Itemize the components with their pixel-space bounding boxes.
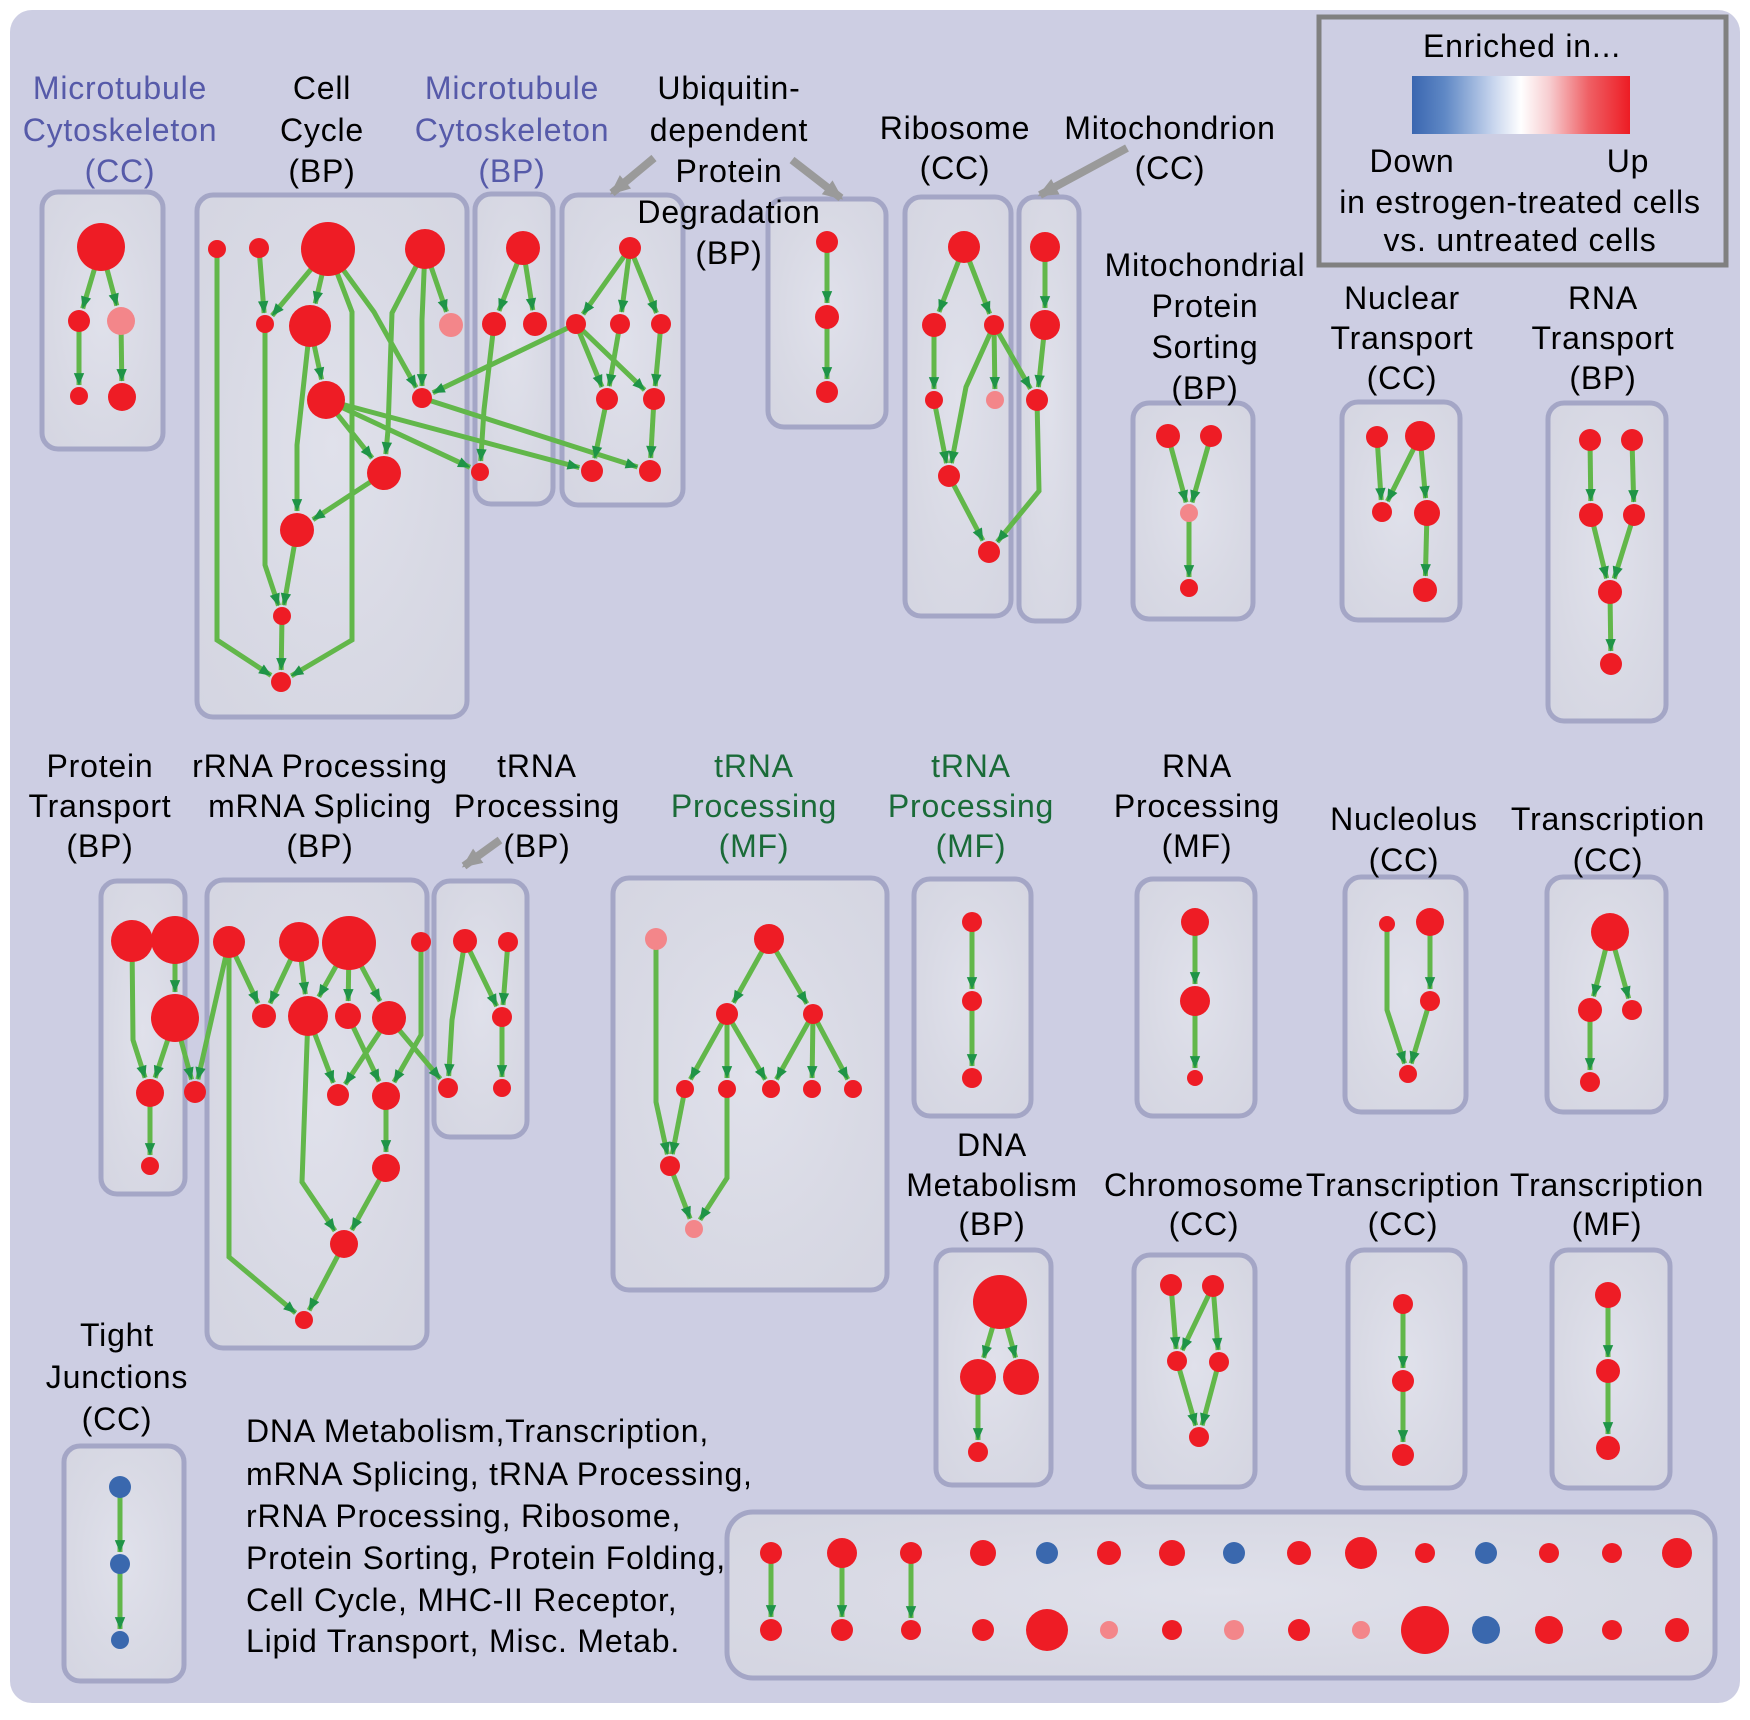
svg-text:Processing: Processing — [671, 788, 837, 824]
svg-text:(MF): (MF) — [1572, 1206, 1643, 1242]
svg-text:(BP): (BP) — [288, 153, 355, 189]
svg-text:(CC): (CC) — [1368, 1206, 1439, 1242]
svg-text:Protein: Protein — [47, 748, 154, 784]
svg-text:mRNA Splicing: mRNA Splicing — [208, 788, 432, 824]
svg-text:(BP): (BP) — [478, 153, 545, 189]
svg-text:rRNA Processing: rRNA Processing — [192, 748, 448, 784]
svg-text:Tight: Tight — [80, 1317, 154, 1353]
svg-text:(CC): (CC) — [85, 153, 156, 189]
svg-text:(CC): (CC) — [1369, 842, 1440, 878]
svg-text:(CC): (CC) — [1573, 842, 1644, 878]
svg-text:(BP): (BP) — [503, 828, 570, 864]
svg-text:dependent: dependent — [650, 112, 808, 148]
svg-text:Transcription: Transcription — [1510, 1167, 1704, 1203]
svg-text:(MF): (MF) — [936, 828, 1007, 864]
svg-text:(MF): (MF) — [1162, 828, 1233, 864]
svg-text:(CC): (CC) — [1367, 360, 1438, 396]
svg-text:Cytoskeleton: Cytoskeleton — [415, 112, 610, 148]
svg-text:(CC): (CC) — [920, 150, 991, 186]
svg-text:tRNA: tRNA — [714, 748, 794, 784]
svg-text:Cell Cycle, MHC-II Receptor,: Cell Cycle, MHC-II Receptor, — [246, 1582, 677, 1618]
svg-text:(BP): (BP) — [1569, 360, 1636, 396]
svg-text:Processing: Processing — [1114, 788, 1280, 824]
svg-text:Mitochondrion: Mitochondrion — [1064, 110, 1275, 146]
svg-text:(BP): (BP) — [66, 828, 133, 864]
svg-text:Mitochondrial: Mitochondrial — [1105, 247, 1306, 283]
svg-text:(BP): (BP) — [1171, 370, 1238, 406]
svg-text:Transport: Transport — [29, 788, 172, 824]
svg-text:Ribosome: Ribosome — [880, 110, 1030, 146]
svg-text:Microtubule: Microtubule — [425, 70, 599, 106]
svg-text:Protein Sorting, Protein Foldi: Protein Sorting, Protein Folding, — [246, 1540, 726, 1576]
svg-text:Junctions: Junctions — [46, 1359, 188, 1395]
svg-text:Sorting: Sorting — [1152, 329, 1259, 365]
svg-text:Protein: Protein — [676, 153, 783, 189]
svg-text:Cell: Cell — [293, 70, 351, 106]
svg-text:tRNA: tRNA — [931, 748, 1011, 784]
svg-text:Transcription: Transcription — [1306, 1167, 1500, 1203]
svg-text:(BP): (BP) — [286, 828, 353, 864]
svg-text:(BP): (BP) — [958, 1206, 1025, 1242]
svg-text:Nucleolus: Nucleolus — [1330, 801, 1478, 837]
svg-text:(CC): (CC) — [1169, 1206, 1240, 1242]
svg-text:Transport: Transport — [1331, 320, 1474, 356]
svg-text:Processing: Processing — [888, 788, 1054, 824]
svg-text:mRNA Splicing, tRNA Processing: mRNA Splicing, tRNA Processing, — [246, 1456, 753, 1492]
svg-text:Processing: Processing — [454, 788, 620, 824]
svg-text:Chromosome: Chromosome — [1104, 1167, 1304, 1203]
svg-text:RNA: RNA — [1162, 748, 1232, 784]
svg-text:Cycle: Cycle — [280, 112, 364, 148]
svg-text:(BP): (BP) — [695, 235, 762, 271]
svg-text:Microtubule: Microtubule — [33, 70, 207, 106]
svg-text:Degradation: Degradation — [637, 194, 820, 230]
svg-text:vs. untreated cells: vs. untreated cells — [1383, 222, 1656, 258]
svg-text:in estrogen-treated cells: in estrogen-treated cells — [1339, 184, 1701, 220]
svg-text:DNA Metabolism,Transcription,: DNA Metabolism,Transcription, — [246, 1413, 709, 1449]
svg-text:Nuclear: Nuclear — [1344, 280, 1460, 316]
svg-text:Protein: Protein — [1152, 288, 1259, 324]
svg-text:Metabolism: Metabolism — [906, 1167, 1078, 1203]
svg-text:RNA: RNA — [1568, 280, 1638, 316]
svg-text:Enriched in...: Enriched in... — [1423, 28, 1621, 64]
svg-text:Ubiquitin-: Ubiquitin- — [657, 70, 800, 106]
svg-text:Down: Down — [1369, 143, 1454, 179]
svg-text:Transport: Transport — [1532, 320, 1675, 356]
svg-text:Lipid Transport, Misc. Metab.: Lipid Transport, Misc. Metab. — [246, 1623, 680, 1659]
svg-text:Up: Up — [1607, 143, 1650, 179]
svg-text:DNA: DNA — [957, 1127, 1027, 1163]
svg-text:Cytoskeleton: Cytoskeleton — [23, 112, 218, 148]
svg-text:(CC): (CC) — [1135, 150, 1206, 186]
svg-text:(MF): (MF) — [719, 828, 790, 864]
svg-text:rRNA Processing, Ribosome,: rRNA Processing, Ribosome, — [246, 1498, 681, 1534]
svg-text:tRNA: tRNA — [497, 748, 577, 784]
svg-text:(CC): (CC) — [82, 1401, 153, 1437]
svg-text:Transcription: Transcription — [1511, 801, 1705, 837]
